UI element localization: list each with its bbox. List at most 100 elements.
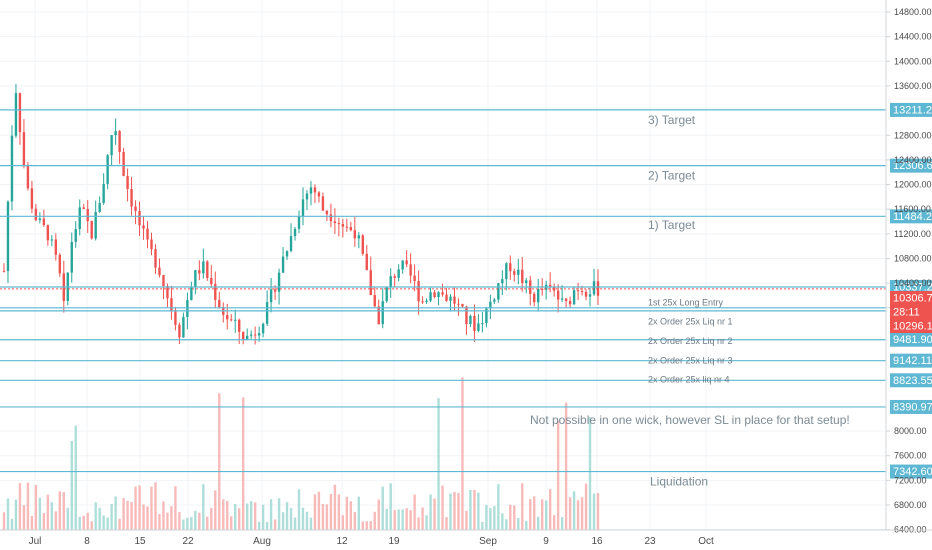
candle-body [293, 228, 297, 237]
candle-body [90, 221, 93, 239]
x-tick-label: Aug [253, 536, 271, 547]
candle-body [321, 196, 325, 211]
volume-bar [365, 521, 368, 530]
volume-bar [170, 506, 173, 530]
candle-body [453, 296, 456, 304]
x-tick-label: 8 [84, 536, 90, 547]
volume-bar [596, 493, 600, 530]
volume-bar [533, 496, 536, 530]
annotation-text: 2x Order 25x liq nr 4 [648, 375, 730, 385]
volume-bar [321, 503, 325, 530]
volume-bar [544, 500, 548, 530]
candle-body [78, 207, 81, 230]
y-tick-label: 10800.00 [894, 254, 932, 264]
y-tick-label: 6800.00 [894, 500, 927, 510]
volume-bar [26, 482, 30, 530]
price-axis[interactable]: 13211.2012306.6411484.2110337.209949.789… [885, 0, 932, 535]
volume-bar [457, 492, 460, 530]
volume-bar [401, 509, 404, 530]
volume-bar [329, 493, 333, 530]
volume-bar [517, 518, 520, 530]
y-tick-label: 12000.00 [894, 180, 932, 190]
volume-bar [505, 519, 508, 530]
volume-bar [461, 377, 464, 530]
volume-bar [385, 508, 388, 530]
volume-bar [146, 506, 149, 530]
volume-bar [202, 484, 205, 530]
candle-body [154, 249, 157, 268]
candle-body [317, 192, 321, 197]
x-tick-label: Sep [479, 536, 497, 547]
candle-body [517, 269, 520, 275]
volume-bar [337, 494, 341, 530]
volume-bar [413, 494, 416, 530]
annotation-text: 2x Order 25x Liq nr 2 [648, 336, 733, 346]
volume-bar [253, 502, 257, 530]
volume-bar [22, 505, 26, 530]
candle-body [497, 283, 500, 300]
y-tick-label: 14000.00 [894, 56, 932, 66]
volume-bar [441, 485, 444, 530]
candle-body [513, 271, 516, 275]
price-label-bg [890, 319, 932, 333]
candle-body [166, 285, 169, 299]
volume-bar [453, 491, 456, 530]
volume-bar [333, 484, 337, 530]
volume-bar [285, 502, 289, 530]
candle-body [114, 131, 117, 136]
time-axis[interactable]: Jul 8 15 22 Aug 12 19 Sep 9 16 23 Oct [0, 529, 932, 547]
volume-bar [493, 506, 496, 530]
volume-bar [166, 512, 169, 530]
volume-bar [90, 521, 93, 530]
candle-body [285, 251, 289, 257]
volume-bar [158, 513, 161, 530]
volume-bar [497, 484, 500, 530]
volume-bar [174, 486, 177, 530]
candle-body [413, 275, 416, 282]
volume-bar [353, 512, 357, 530]
volume-bar [449, 493, 452, 530]
candle-body [297, 216, 301, 229]
volume-bar [98, 507, 101, 530]
candle-body [417, 281, 420, 302]
level-label: 12306.64 [893, 160, 932, 172]
candle-body [46, 225, 50, 241]
x-tick-label: 15 [134, 536, 146, 547]
volume-bar [118, 518, 121, 530]
volume-bar [540, 499, 544, 530]
volume-bar [361, 521, 364, 530]
candle-body [481, 323, 484, 325]
candle-body [540, 288, 544, 290]
annotation-text: 1) Target [648, 218, 696, 232]
volume-bar [162, 501, 165, 530]
level-label-bg [890, 464, 932, 479]
level-label: 8823.55 [893, 375, 932, 387]
volume-bar [206, 516, 209, 530]
volume-bar [34, 484, 38, 530]
volume-bar [178, 511, 181, 530]
candle-body [86, 208, 89, 222]
candle-body [82, 207, 85, 209]
candle-body [325, 210, 329, 215]
candle-body [353, 230, 357, 239]
candle-body [505, 263, 508, 280]
volume-bar [210, 507, 213, 530]
candle-body [485, 308, 488, 324]
volume-bars [2, 377, 600, 530]
volume-bar [6, 498, 10, 530]
candle-body [313, 187, 317, 193]
candle-body [461, 303, 464, 307]
candle-body [568, 300, 572, 305]
level-label-bg [890, 332, 932, 347]
candle-body [377, 306, 380, 325]
volume-bar [592, 493, 596, 530]
volume-bar [305, 511, 309, 530]
candle-body [10, 135, 14, 202]
volume-bar [261, 504, 265, 530]
candle-body [592, 281, 596, 295]
candle-body [54, 239, 58, 255]
volume-bar [214, 490, 217, 530]
volume-bar [485, 504, 488, 530]
candle-body [501, 279, 504, 284]
volume-bar [238, 508, 241, 530]
